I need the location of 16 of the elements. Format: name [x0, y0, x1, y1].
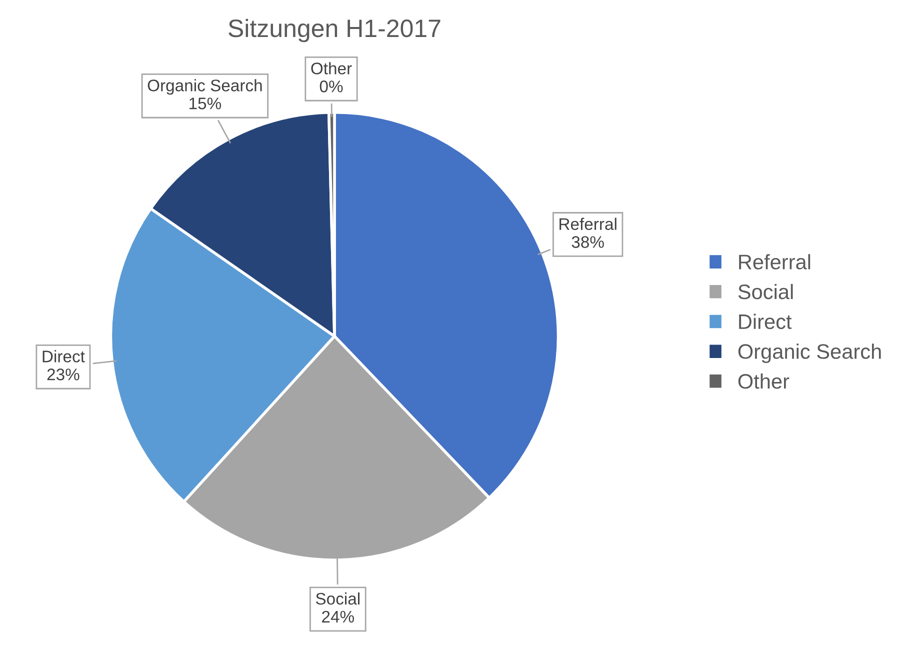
data-label: 24%: [322, 610, 354, 623]
legend-label: Direct: [739, 314, 792, 330]
slice-label: Other: [311, 62, 352, 74]
data-label: 23%: [47, 368, 80, 380]
legend-label: Other: [738, 373, 790, 389]
data-label: 0%: [320, 80, 343, 92]
legend-label: Social: [738, 284, 793, 300]
legend-label: Referral: [739, 254, 810, 270]
chart-title: Sitzungen H1-2017: [228, 18, 440, 42]
slice-label: Organic Search: [148, 79, 262, 95]
slice-label: Direct: [42, 350, 85, 362]
legend-label: Organic Search: [738, 344, 881, 364]
slice-label: Social: [316, 592, 360, 605]
data-label: 15%: [190, 98, 222, 110]
slice-label: Referral: [560, 218, 616, 230]
data-label: 38%: [572, 236, 604, 248]
